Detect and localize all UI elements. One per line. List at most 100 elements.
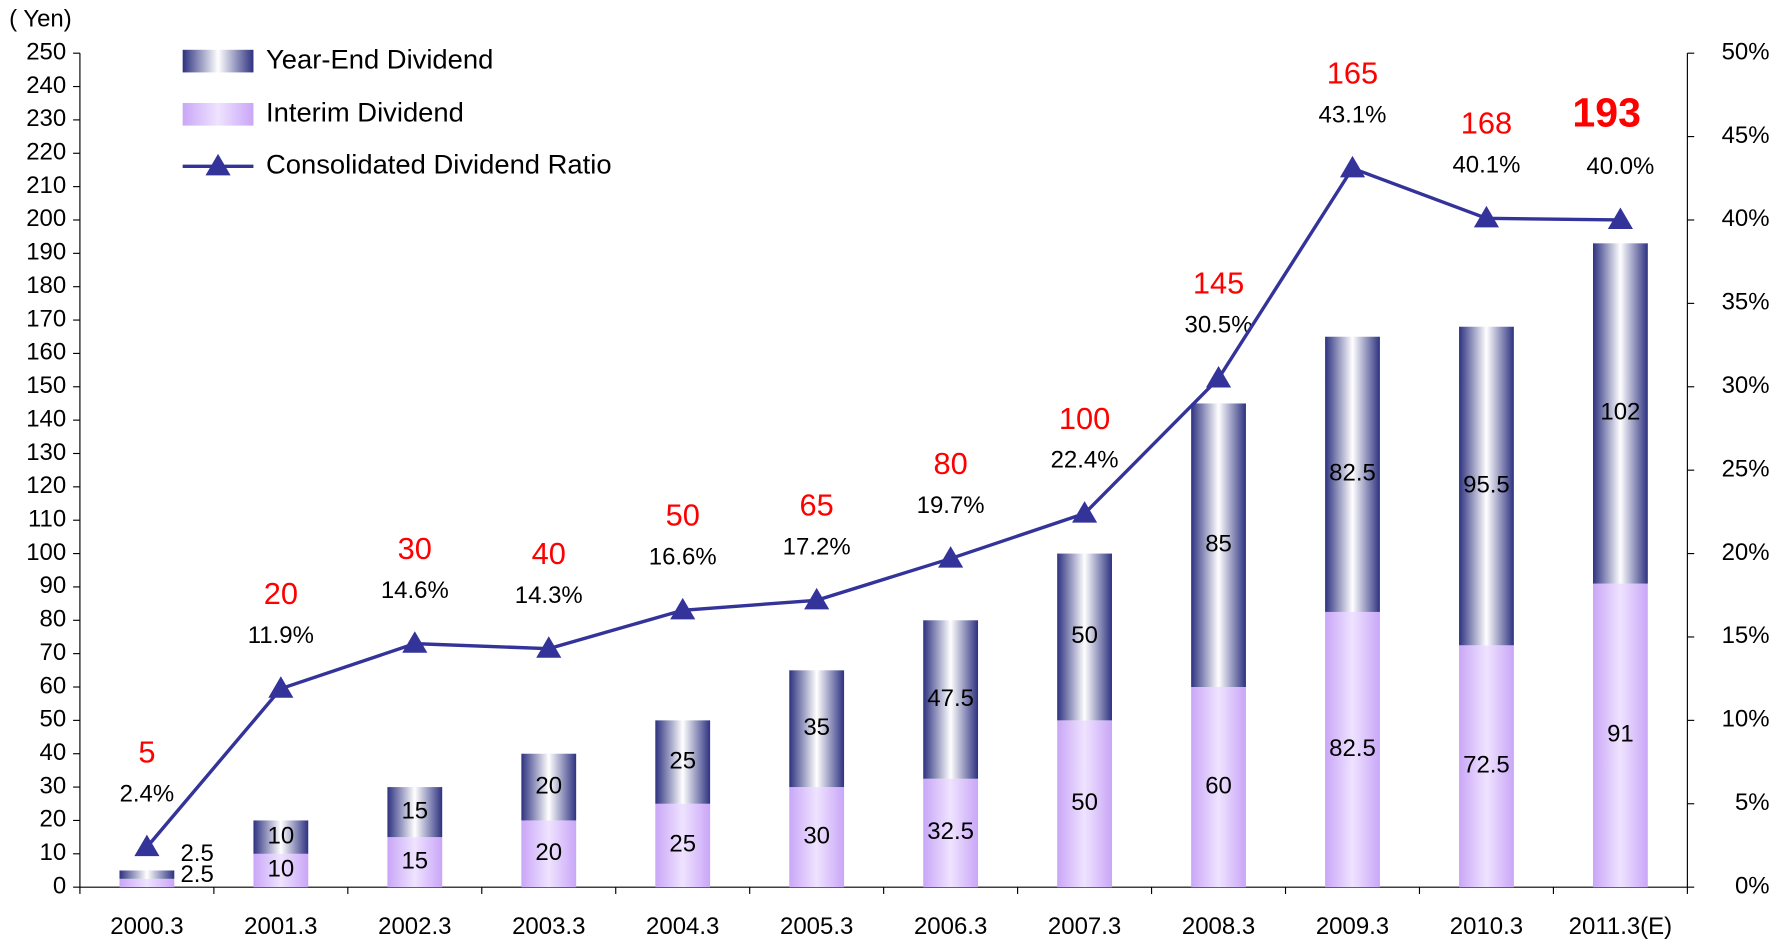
total-label: 50: [666, 498, 700, 533]
ratio-label: 17.2%: [783, 534, 851, 561]
ratio-label: 2.4%: [120, 780, 175, 807]
bar-segment: [923, 620, 979, 779]
ratio-marker: [670, 597, 696, 620]
ratio-label: 30.5%: [1185, 312, 1253, 339]
y-tick-label: 50: [40, 706, 67, 733]
total-label: 20: [264, 576, 298, 611]
total-label: 193: [1572, 90, 1641, 136]
ratio-marker: [536, 636, 562, 658]
y2-tick-label: 0%: [1735, 873, 1770, 900]
y2-tick-label: 5%: [1735, 789, 1770, 816]
y-tick-label: 90: [40, 572, 67, 599]
bar-segment: [1459, 326, 1514, 646]
y-tick-label: 120: [26, 472, 66, 499]
y-tick-label: 220: [26, 139, 66, 166]
bar-segment: [789, 787, 845, 888]
x-tick-label: 2003.3: [512, 913, 585, 940]
x-tick-label: 2007.3: [1048, 913, 1121, 940]
legend-label: Year-End Dividend: [266, 43, 493, 74]
y2-tick-label: 35%: [1722, 289, 1770, 316]
bar-segment: [1593, 243, 1648, 584]
ratio-marker: [268, 676, 294, 698]
legend-swatch: [182, 102, 254, 126]
total-label: 165: [1327, 56, 1378, 91]
y-tick-label: 150: [26, 372, 66, 399]
segment-label: 15: [401, 797, 428, 824]
segment-label: 102: [1600, 399, 1640, 426]
y2-tick-label: 45%: [1722, 122, 1770, 149]
legend-marker: [205, 153, 231, 176]
ratio-label: 43.1%: [1319, 102, 1387, 129]
legend-swatch: [182, 49, 254, 73]
ratio-marker: [1205, 365, 1232, 388]
bar-segment: [1057, 553, 1112, 721]
segment-label: 2.5: [180, 861, 213, 888]
y-tick-label: 20: [40, 806, 67, 833]
ratio-line: [145, 166, 1621, 849]
bar-segment: [253, 820, 309, 854]
y-tick-label: 10: [40, 839, 67, 866]
segment-label: 85: [1205, 531, 1232, 558]
x-tick-label: 2005.3: [780, 913, 853, 940]
bar-segment: [119, 878, 175, 888]
ratio-marker: [804, 587, 830, 610]
y-tick-label: 230: [26, 105, 66, 132]
x-tick-label: 2002.3: [378, 913, 451, 940]
y-tick-label: 250: [26, 39, 66, 66]
segment-label: 72.5: [1463, 752, 1510, 779]
y-tick-label: 210: [26, 172, 66, 199]
y-tick-label: 30: [40, 772, 67, 799]
total-label: 100: [1059, 401, 1110, 436]
y-tick-label: 60: [40, 672, 67, 699]
y-tick-label: 80: [40, 606, 67, 633]
bar-segment: [1191, 403, 1246, 688]
y-tick-label: 240: [26, 72, 66, 99]
y-tick-label: 40: [40, 739, 67, 766]
ratio-label: 19.7%: [917, 492, 985, 519]
total-label: 80: [933, 446, 967, 481]
y-tick-label: 200: [26, 205, 66, 232]
y-tick-label: 100: [26, 539, 66, 566]
bar-segment: [387, 837, 443, 888]
y-tick-label: 180: [26, 272, 66, 299]
x-tick-label: 2008.3: [1182, 913, 1255, 940]
segment-label: 25: [669, 831, 696, 858]
segment-label: 82.5: [1329, 735, 1376, 762]
ratio-marker: [1072, 501, 1098, 523]
ratio-label: 40.1%: [1452, 152, 1520, 179]
x-tick-label: 2011.3(E): [1569, 913, 1672, 940]
y-tick-label: 160: [26, 339, 66, 366]
total-label: 145: [1193, 266, 1244, 301]
bar-segment: [923, 778, 979, 888]
total-label: 30: [398, 531, 432, 566]
bar-segment: [1325, 336, 1380, 612]
segment-label: 10: [268, 856, 295, 883]
segment-label: 50: [1071, 622, 1098, 649]
ratio-marker: [402, 631, 428, 653]
y-tick-label: 190: [26, 239, 66, 266]
bar-segment: [1593, 583, 1648, 888]
segment-label: 50: [1071, 789, 1098, 816]
bar-segment: [387, 787, 443, 838]
segment-label: 25: [669, 747, 696, 774]
segment-label: 47.5: [927, 685, 974, 712]
segment-label: 20: [535, 772, 562, 799]
bar-segment: [1191, 687, 1246, 888]
segment-label: 60: [1205, 772, 1232, 799]
bar-segment: [655, 803, 711, 888]
bar-segment: [1459, 645, 1514, 888]
segment-label: 30: [803, 822, 830, 849]
x-tick-label: 2009.3: [1316, 913, 1389, 940]
bar-segment: [253, 853, 309, 888]
total-label: 40: [532, 536, 566, 571]
y-tick-label: 140: [26, 405, 66, 432]
y2-tick-label: 30%: [1722, 372, 1770, 399]
bar-segment: [789, 670, 845, 788]
y2-tick-label: 15%: [1722, 622, 1770, 649]
segment-label: 32.5: [927, 818, 974, 845]
ratio-marker: [938, 546, 964, 568]
segment-label: 2.5: [180, 840, 213, 867]
ratio-label: 11.9%: [248, 622, 314, 649]
bar-segment: [655, 720, 711, 804]
